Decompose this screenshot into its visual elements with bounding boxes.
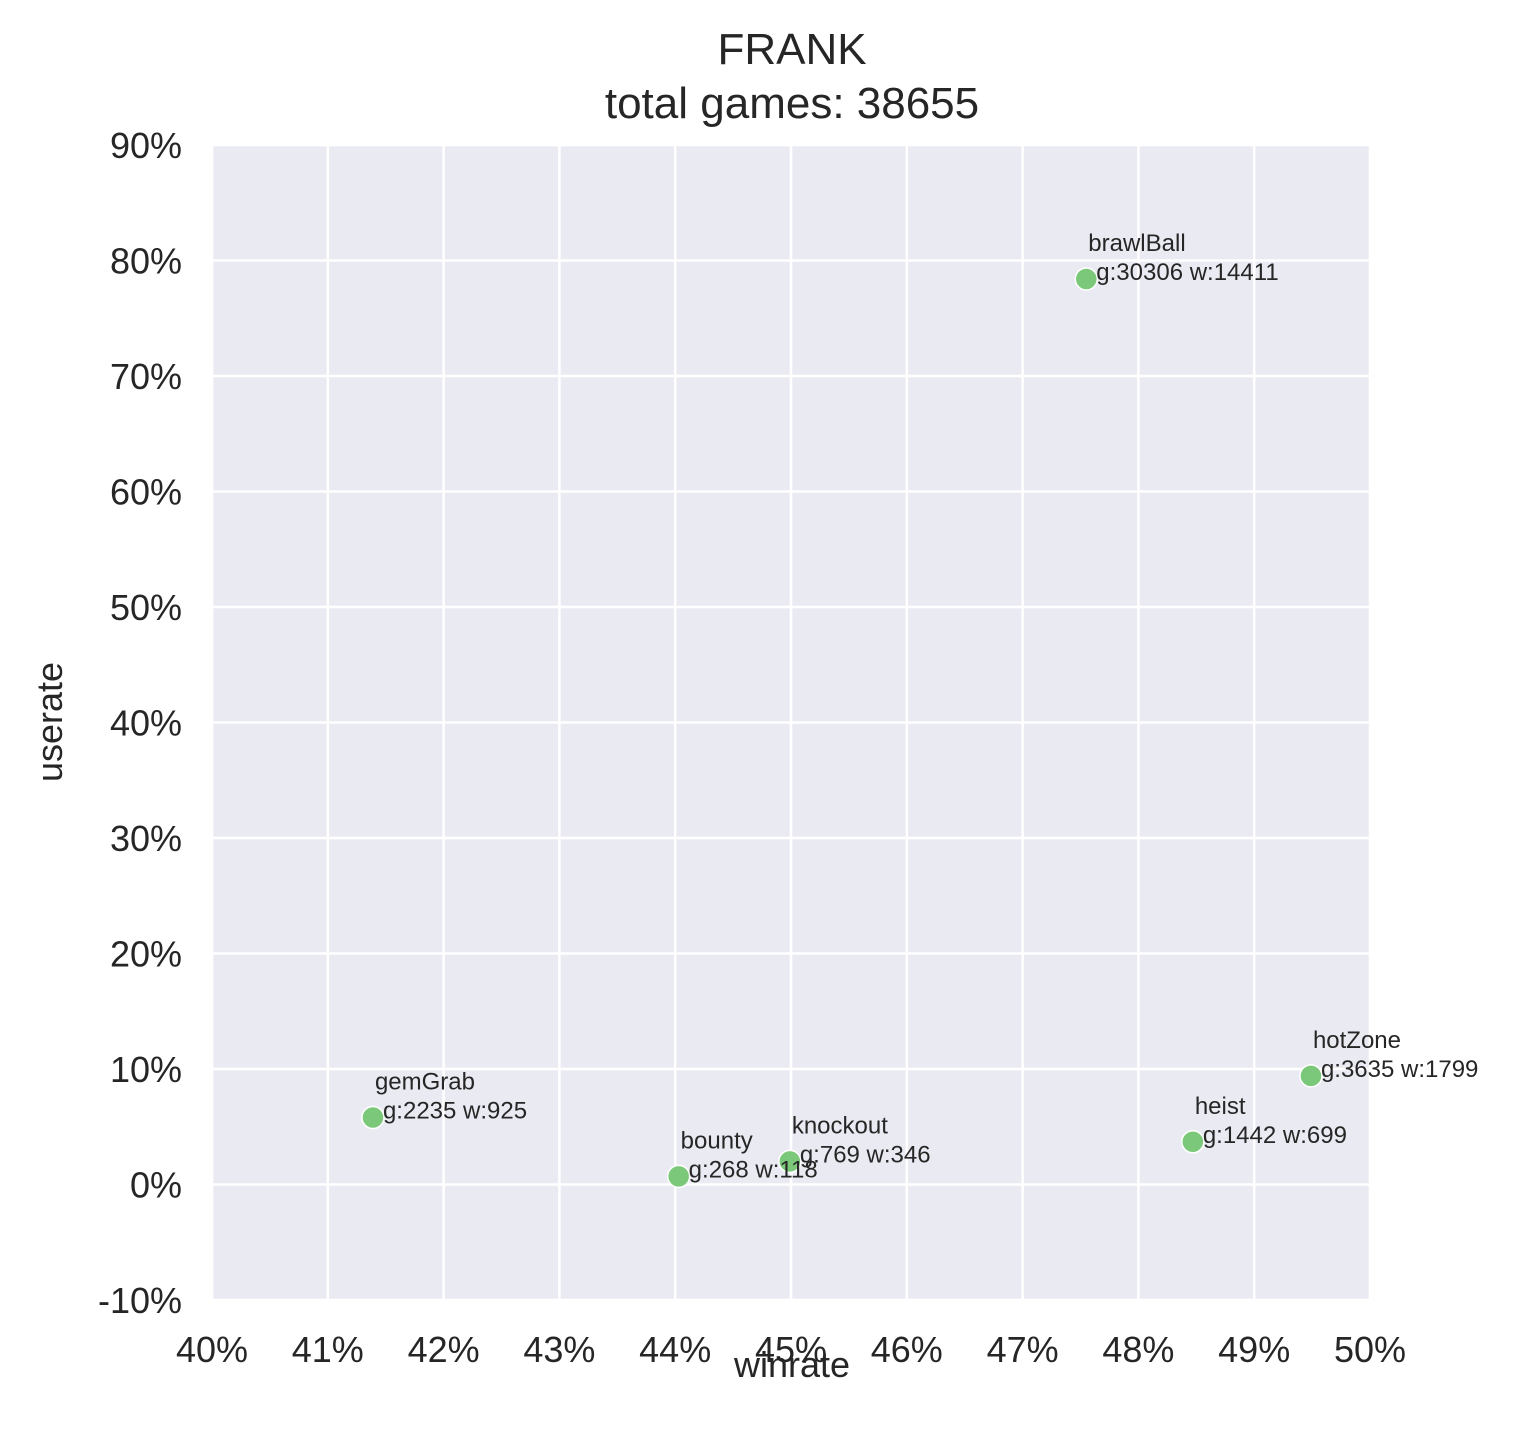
x-tick-label: 48%: [1102, 1329, 1174, 1370]
y-tick-labels: -10% 0% 10% 20% 30% 40% 50% 60% 70% 80% 90%: [98, 125, 182, 1321]
point-name-label: brawlBall: [1088, 230, 1185, 257]
y-tick-label: 70%: [110, 356, 182, 397]
point-name-label: knockout: [792, 1112, 888, 1139]
chart-subtitle: total games: 38655: [605, 79, 979, 128]
y-tick-label: 50%: [110, 587, 182, 628]
data-point-bounty: [666, 1164, 691, 1189]
x-tick-label: 46%: [871, 1329, 943, 1370]
x-tick-label: 49%: [1218, 1329, 1290, 1370]
point-info-label: g:30306 w:14411: [1096, 259, 1278, 286]
data-point-knockout: [778, 1149, 802, 1174]
chart-title: FRANK: [717, 25, 866, 74]
data-points: [361, 267, 1323, 1189]
y-tick-label: 20%: [110, 934, 182, 975]
point-name-label: bounty: [681, 1127, 753, 1154]
y-tick-label: 30%: [110, 818, 182, 859]
grid-lines: [210, 143, 1372, 1302]
y-tick-label: -10%: [98, 1280, 182, 1321]
point-name-label: hotZone: [1313, 1027, 1401, 1054]
x-tick-labels: 40% 41% 42% 43% 44% 45% 46% 47% 48% 49% 50%: [176, 1329, 1406, 1370]
y-axis-label: userate: [29, 662, 70, 782]
y-tick-label: 40%: [110, 703, 182, 744]
point-name-label: gemGrab: [375, 1069, 475, 1096]
y-tick-label: 60%: [110, 472, 182, 513]
point-name-label: heist: [1195, 1093, 1246, 1120]
data-point-gemGrab: [361, 1105, 385, 1130]
point-info-label: g:2235 w:925: [383, 1098, 527, 1125]
x-tick-label: 45%: [755, 1329, 827, 1370]
y-tick-label: 80%: [110, 241, 182, 282]
x-axis-label: winrate: [733, 1344, 850, 1385]
point-info-label: g:3635 w:1799: [1321, 1056, 1478, 1083]
x-tick-label: 50%: [1334, 1329, 1406, 1370]
x-tick-label: 40%: [176, 1329, 248, 1370]
x-tick-label: 42%: [408, 1329, 480, 1370]
x-tick-label: 41%: [292, 1329, 364, 1370]
data-point-heist: [1181, 1130, 1205, 1154]
x-tick-label: 47%: [987, 1329, 1059, 1370]
data-point-hotZone: [1299, 1064, 1323, 1088]
point-info-label: g:769 w:346: [800, 1141, 931, 1168]
x-tick-label: 44%: [639, 1329, 711, 1370]
y-tick-label: 0%: [130, 1165, 182, 1206]
point-info-label: g:1442 w:699: [1203, 1122, 1347, 1149]
y-tick-label: 10%: [110, 1049, 182, 1090]
y-tick-label: 90%: [110, 125, 182, 166]
x-tick-label: 43%: [523, 1329, 595, 1370]
data-point-brawlBall: [1074, 267, 1099, 291]
point-info-label: g:268 w:118: [689, 1156, 818, 1183]
